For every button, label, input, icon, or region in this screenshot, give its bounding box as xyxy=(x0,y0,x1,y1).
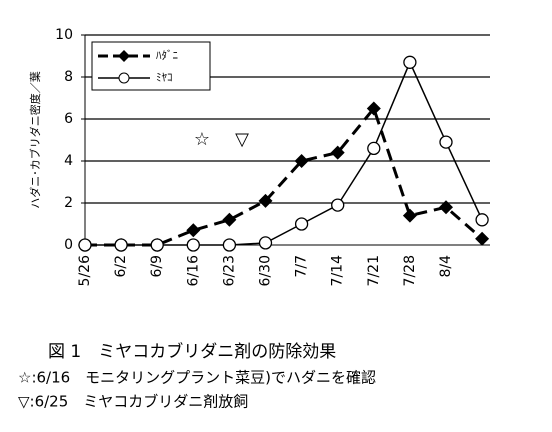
x-tick-label: 8/4 xyxy=(438,255,454,278)
x-tick-label: 7/14 xyxy=(330,255,346,287)
marker xyxy=(186,238,200,252)
annotation: ☆ xyxy=(194,129,210,150)
marker xyxy=(439,135,453,149)
caption-note: ▽:6/25 ミヤコカブリダニ剤放飼 xyxy=(18,393,248,411)
y-tick-label: 10 xyxy=(55,27,73,43)
x-tick-label: 7/28 xyxy=(402,255,418,286)
y-axis-label: ハダニ･カブリダニ密度／葉 xyxy=(28,71,42,209)
x-tick-label: 5/26 xyxy=(77,255,93,287)
caption-note: ☆:6/16 モニタリングプラント菜豆)でハダニを確認 xyxy=(18,369,376,387)
legend-label: ﾐﾔｺ xyxy=(156,71,173,84)
series-line xyxy=(85,105,484,247)
marker xyxy=(222,238,237,252)
marker xyxy=(331,198,345,212)
legend-marker xyxy=(118,50,130,62)
marker xyxy=(403,55,417,69)
marker xyxy=(222,212,237,227)
x-tick-label: 6/30 xyxy=(258,255,274,286)
marker xyxy=(366,101,381,116)
x-tick-label: 6/23 xyxy=(221,255,237,286)
legend-label: ﾊﾀﾞﾆ xyxy=(156,49,178,62)
marker xyxy=(439,200,453,215)
y-tick-label: 2 xyxy=(64,195,73,211)
x-tick-label: 6/16 xyxy=(185,255,201,287)
annotation: ▽ xyxy=(235,129,249,150)
marker xyxy=(330,145,345,160)
marker xyxy=(186,223,201,238)
marker xyxy=(475,231,490,246)
marker xyxy=(114,238,128,252)
marker xyxy=(78,238,92,252)
marker xyxy=(294,217,309,231)
x-tick-label: 6/9 xyxy=(149,255,165,278)
legend-marker xyxy=(118,72,130,84)
marker xyxy=(367,141,381,156)
marker xyxy=(258,193,273,208)
marker xyxy=(475,213,489,227)
y-tick-label: 6 xyxy=(64,111,73,127)
y-tick-label: 4 xyxy=(64,153,73,169)
x-tick-label: 7/7 xyxy=(294,255,310,278)
caption-title: 図 1 ミヤコカブリダニ剤の防除効果 xyxy=(48,341,336,362)
y-tick-label: 8 xyxy=(64,69,73,85)
marker xyxy=(402,208,417,223)
marker xyxy=(258,236,273,250)
marker xyxy=(294,154,309,168)
marker xyxy=(150,238,164,252)
x-tick-label: 6/2 xyxy=(113,255,129,278)
x-tick-label: 7/21 xyxy=(366,255,382,286)
y-tick-label: 0 xyxy=(64,237,73,253)
legend-box xyxy=(91,41,211,91)
